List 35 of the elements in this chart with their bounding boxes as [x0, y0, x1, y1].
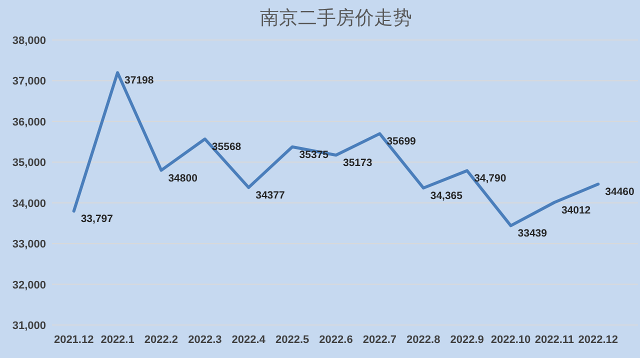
x-tick-label: 2022.8	[406, 334, 440, 346]
y-tick-label: 31,000	[12, 320, 46, 332]
y-tick-label: 34,000	[12, 198, 46, 210]
x-tick-label: 2022.6	[319, 334, 353, 346]
x-tick-label: 2022.1	[100, 334, 134, 346]
x-tick-label: 2022.2	[144, 334, 178, 346]
x-tick-label: 2022.12	[578, 334, 618, 346]
data-label: 34460	[605, 186, 635, 198]
x-tick-label: 2022.3	[188, 334, 222, 346]
data-label: 34377	[256, 190, 285, 202]
x-tick-label: 2022.7	[362, 334, 397, 346]
x-tick-label: 2022.5	[275, 334, 310, 346]
data-label: 34,365	[430, 190, 463, 202]
data-label: 34,790	[474, 172, 506, 185]
x-tick-label: 2022.11	[534, 334, 574, 346]
x-tick-label: 2022.9	[450, 334, 484, 346]
y-tick-label: 35,000	[12, 157, 46, 170]
data-label: 34012	[561, 204, 591, 216]
data-label: 35173	[343, 157, 372, 170]
x-tick-label: 2022.4	[232, 334, 266, 346]
data-label: 34800	[168, 172, 198, 184]
x-tick-label: 2021.12	[54, 334, 94, 346]
chart-title: 南京二手房价走势	[260, 7, 412, 29]
x-tick-label: 2022.10	[490, 334, 531, 346]
y-tick-label: 38,000	[12, 35, 46, 47]
line-series	[72, 71, 600, 228]
data-label: 35699	[386, 136, 416, 148]
y-tick-label: 36,000	[12, 116, 46, 128]
y-tick-label: 32,000	[12, 279, 46, 292]
y-tick-label: 37,000	[12, 76, 46, 88]
data-label: 33439	[518, 228, 548, 240]
data-label: 33,797	[80, 213, 114, 226]
data-label: 35375	[299, 148, 329, 161]
data-label: 37198	[124, 74, 154, 87]
y-tick-label: 33,000	[12, 238, 46, 251]
